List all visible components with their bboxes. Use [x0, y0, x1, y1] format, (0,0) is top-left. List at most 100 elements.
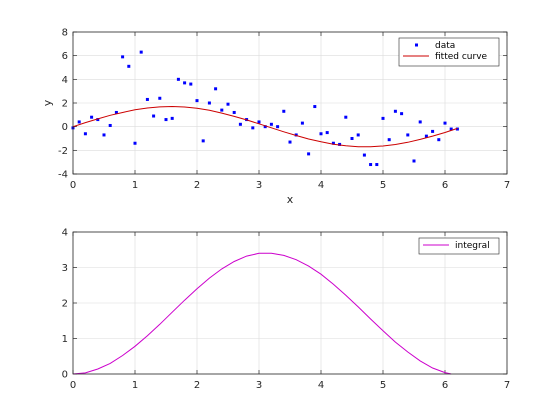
data-point — [288, 140, 292, 144]
data-point — [443, 121, 447, 125]
data-point — [127, 64, 131, 68]
data-point — [369, 163, 373, 167]
series-line-integral — [72, 252, 452, 375]
legend-entry: data — [435, 41, 455, 51]
legend: integral — [418, 237, 500, 255]
x-tick-label: 4 — [318, 180, 324, 191]
x-tick-label: 1 — [132, 180, 138, 191]
x-tick-label: 7 — [504, 380, 510, 391]
x-tick-label: 0 — [70, 380, 76, 391]
x-tick-label: 1 — [132, 380, 138, 391]
x-tick-label: 5 — [380, 380, 386, 391]
y-tick-label: 3 — [62, 263, 68, 274]
x-tick-label: 2 — [194, 180, 200, 191]
data-point — [96, 118, 100, 122]
data-point — [108, 123, 112, 127]
data-point — [362, 153, 366, 157]
x-tick-label: 5 — [380, 180, 386, 191]
plot-2: 0 1 2 3 4 5 6 7 0 1 2 3 4 integral — [62, 228, 511, 392]
y-tick-label: 2 — [62, 99, 68, 110]
data-point — [183, 81, 187, 85]
data-point — [195, 99, 199, 103]
data-point — [226, 102, 230, 106]
data-point — [331, 141, 335, 145]
data-point — [232, 110, 236, 114]
axes-frame — [72, 31, 508, 175]
data-point — [381, 116, 385, 120]
data-point — [393, 109, 397, 113]
y-axis-label: y — [41, 99, 54, 106]
y-tick-label: 4 — [62, 228, 68, 239]
data-point — [282, 109, 286, 113]
data-point — [164, 118, 168, 122]
data-point — [449, 127, 453, 131]
x-tick-label: 2 — [194, 380, 200, 391]
data-point — [176, 77, 180, 81]
x-tick-label: 3 — [256, 380, 262, 391]
data-point — [437, 138, 441, 142]
axes-frame — [72, 231, 508, 375]
x-tick-label: 6 — [442, 380, 448, 391]
data-point — [431, 129, 435, 133]
data-point — [257, 120, 261, 124]
data-point — [400, 112, 404, 116]
data-point — [263, 125, 267, 129]
x-tick-label: 6 — [442, 180, 448, 191]
data-point — [300, 121, 304, 125]
data-point — [344, 115, 348, 119]
legend-swatch — [415, 43, 418, 47]
legend-entry: integral — [455, 241, 490, 251]
data-point — [338, 142, 342, 146]
data-point — [102, 133, 106, 137]
y-tick-label: 1 — [62, 334, 68, 345]
series-line-fitted-curve — [72, 105, 458, 148]
data-point — [319, 132, 323, 136]
x-tick-label: 4 — [318, 380, 324, 391]
legend-entry: fitted curve — [435, 52, 488, 62]
data-point — [375, 163, 379, 167]
data-point — [170, 116, 174, 120]
x-tick-label: 7 — [504, 180, 510, 191]
data-point — [207, 101, 211, 105]
x-axis-label: x — [287, 193, 294, 206]
data-point — [220, 108, 224, 112]
data-point — [325, 131, 329, 135]
data-point — [412, 159, 416, 163]
data-point — [139, 50, 143, 54]
data-point — [269, 122, 273, 126]
data-point — [424, 134, 428, 138]
x-tick-label: 0 — [70, 180, 76, 191]
data-point — [145, 97, 149, 101]
data-point — [77, 120, 81, 124]
legend-box — [418, 237, 500, 255]
x-tick-label: 3 — [256, 180, 262, 191]
y-tick-label: 2 — [62, 299, 68, 310]
data-point — [189, 82, 193, 86]
data-point — [350, 137, 354, 140]
y-tick-label: 8 — [62, 28, 68, 39]
y-tick-label: 0 — [62, 122, 68, 133]
y-tick-label: -4 — [58, 170, 68, 181]
data-point — [276, 125, 280, 129]
y-tick-label: -2 — [58, 146, 68, 157]
data-point — [356, 133, 360, 137]
data-point — [201, 139, 205, 143]
data-point — [90, 115, 94, 119]
data-point — [133, 141, 137, 145]
data-point — [238, 122, 242, 126]
data-point — [294, 133, 298, 137]
data-point — [214, 87, 218, 91]
data-point — [455, 127, 459, 131]
y-tick-label: 0 — [62, 370, 68, 381]
data-point — [406, 133, 410, 137]
data-point — [114, 110, 118, 114]
data-point — [83, 132, 87, 136]
data-point — [418, 120, 422, 124]
legend-box — [398, 37, 500, 67]
data-point — [313, 105, 317, 109]
data-point — [152, 114, 156, 118]
data-point — [121, 55, 125, 59]
